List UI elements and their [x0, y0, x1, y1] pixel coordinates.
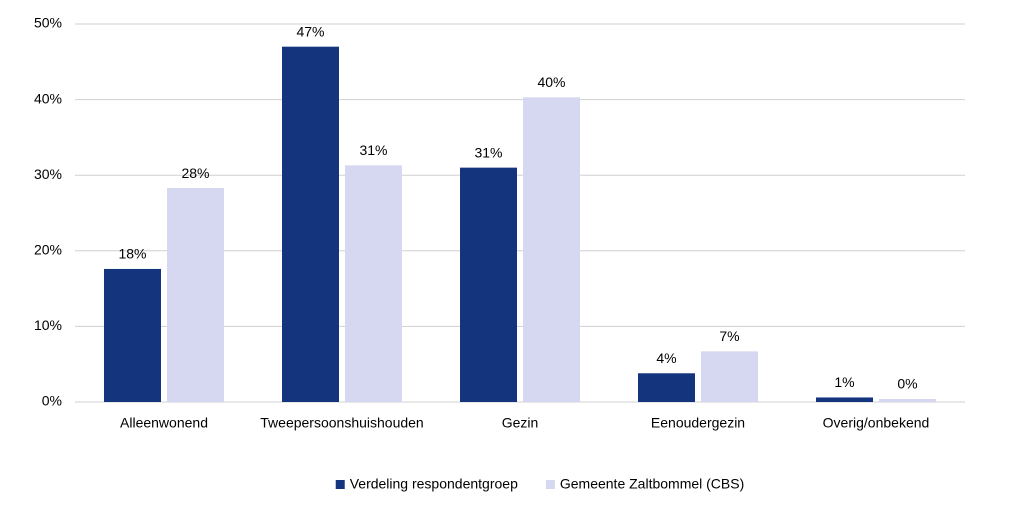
data-label: 31%: [474, 144, 502, 160]
legend-label: Verdeling respondentgroep: [350, 476, 518, 492]
bar: [638, 373, 695, 402]
bar: [701, 351, 758, 402]
y-tick-label: 20%: [34, 242, 62, 258]
data-label: 28%: [181, 165, 209, 181]
bar: [523, 97, 580, 402]
legend-swatch: [335, 480, 345, 489]
data-label: 18%: [118, 246, 146, 262]
y-tick-label: 10%: [34, 317, 62, 333]
data-label: 0%: [897, 376, 917, 392]
y-tick-label: 50%: [34, 15, 62, 31]
bar: [460, 167, 517, 402]
data-label: 4%: [656, 350, 676, 366]
y-tick-label: 0%: [42, 393, 62, 409]
x-tick-label: Tweepersoonshuishouden: [260, 415, 423, 431]
y-tick-label: 30%: [34, 166, 62, 182]
bar: [104, 268, 161, 402]
bar: [816, 397, 873, 402]
legend-swatch: [545, 480, 555, 489]
data-label: 1%: [834, 374, 854, 390]
x-tick-label: Eenoudergezin: [651, 415, 745, 431]
bar: [282, 46, 339, 403]
legend-label: Gemeente Zaltbommel (CBS): [560, 476, 744, 492]
bar: [167, 188, 224, 402]
x-tick-label: Overig/onbekend: [823, 415, 930, 431]
x-tick-label: Gezin: [502, 415, 539, 431]
y-tick-label: 40%: [34, 90, 62, 106]
bar: [879, 398, 936, 402]
data-label: 47%: [296, 23, 324, 39]
data-label: 40%: [537, 74, 565, 90]
bar: [345, 165, 402, 402]
x-tick-label: Alleenwonend: [120, 415, 208, 431]
data-label: 31%: [359, 142, 387, 158]
data-label: 7%: [719, 328, 739, 344]
